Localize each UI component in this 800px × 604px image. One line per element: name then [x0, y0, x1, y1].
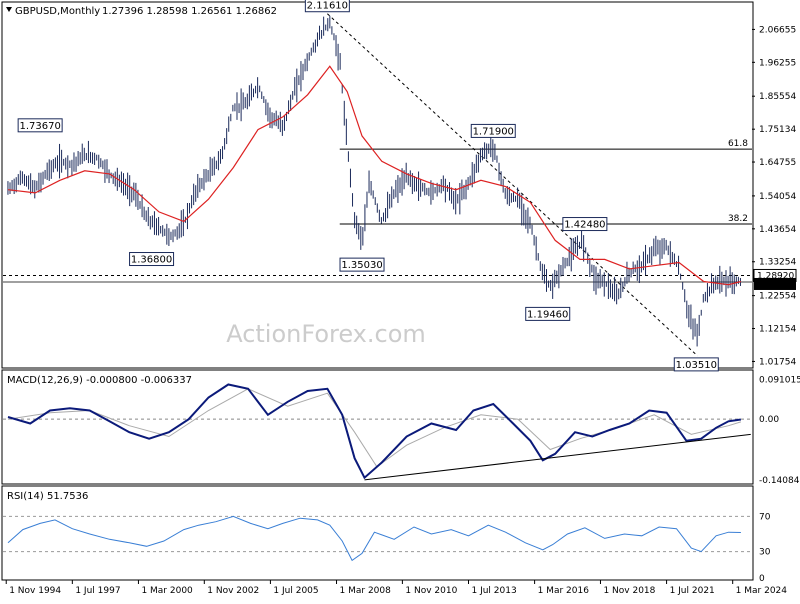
macd-trend-line	[364, 433, 751, 481]
price-tick-label-2: 1.85554	[759, 92, 796, 102]
macd-panel-frame	[1, 369, 754, 485]
annotation-box-7	[673, 357, 719, 372]
annotation-label-1: 1.73670	[19, 121, 60, 132]
x-tick-label-3: 1 Nov 2002	[207, 586, 259, 596]
price-series-group	[7, 15, 742, 347]
x-tick-label-9: 1 Nov 2018	[603, 586, 655, 596]
annotation-label-7: 1.03510	[676, 360, 717, 371]
x-tick-label-4: 1 Jul 2005	[273, 586, 318, 596]
x-tick-label-10: 1 Jul 2021	[670, 586, 715, 596]
price-panel-frame	[1, 1, 754, 369]
price-tick-label-8: 1.22554	[759, 292, 796, 302]
x-tick-label-0: 1 Nov 1994	[9, 586, 61, 596]
price-tick-label-0: 2.06655	[759, 25, 796, 35]
price-annotations: 2.11610 1.73670 1.36800 1.35030 1.71900 1.194…	[17, 0, 719, 372]
macd-label: MACD(12,26,9) -0.000800 -0.006337	[7, 375, 192, 386]
macd-tick-label-0: 0.091015	[759, 376, 800, 386]
annotation-box-6	[562, 217, 608, 232]
x-tick-label-6: 1 Nov 2010	[405, 586, 457, 596]
x-tick-label-11: 1 Mar 2024	[736, 586, 788, 596]
x-axis: 1 Nov 1994 1 Jul 1997 1 Mar 2000 1 Nov 2002…	[5, 580, 788, 596]
annotation-box-0	[304, 0, 350, 13]
price-tick-label-3: 1.75134	[759, 125, 796, 135]
price-tick-label-5: 1.54054	[759, 192, 796, 202]
annotation-box-1	[17, 118, 63, 133]
current-price-tag: 1.26862	[757, 280, 794, 290]
x-tick-label-8: 1 Mar 2016	[538, 586, 590, 596]
annotation-label-6: 1.42480	[564, 220, 605, 231]
falling-trend-line	[327, 13, 698, 357]
price-axis: 2.06655 1.96255 1.85554 1.75134 1.64755 1.540…	[752, 25, 797, 367]
price-tick-label-9: 1.12154	[759, 325, 796, 335]
rsi-tick-label-0: 70	[759, 512, 771, 522]
price-tick-label-6: 1.43654	[759, 225, 796, 235]
fib-label-0: 61.8	[728, 139, 748, 149]
x-tick-label-7: 1 Jul 2013	[471, 586, 516, 596]
annotation-box-5	[525, 306, 571, 321]
price-tick-label-7: 1.33254	[759, 258, 796, 268]
x-tick-label-2: 1 Mar 2000	[141, 586, 193, 596]
rsi-tick-label-1: 30	[759, 548, 771, 558]
macd-tick-label-2: -0.140843	[759, 476, 800, 486]
macd-signal-line	[7, 388, 742, 468]
annotation-label-5: 1.19460	[527, 309, 568, 320]
price-tick-label-4: 1.64755	[759, 158, 796, 168]
macd-tick-label-1: 0.00	[759, 415, 779, 425]
sma-line	[7, 65, 742, 286]
annotation-label-0: 2.11610	[307, 1, 348, 12]
annotation-label-3: 1.35030	[341, 260, 382, 271]
rsi-line	[7, 515, 741, 562]
price-tick-label-10: 1.01754	[759, 357, 796, 367]
macd-line	[7, 383, 742, 480]
annotation-box-4	[470, 123, 516, 138]
ohlc-label: 1.27396 1.28598 1.26561 1.26862	[102, 6, 277, 17]
fib-label-1: 38.2	[728, 214, 748, 224]
annotation-label-4: 1.71900	[473, 126, 514, 137]
annotation-box-2	[129, 252, 175, 267]
rsi-label: RSI(14) 51.7536	[7, 491, 88, 502]
annotation-box-3	[339, 257, 385, 272]
dropdown-triangle-icon[interactable]	[6, 7, 12, 12]
watermark: ActionForex.com	[226, 320, 426, 348]
rsi-tick-label-2: 0	[759, 574, 765, 584]
rsi-group: 70 30 0	[3, 512, 771, 584]
symbol-label: GBPUSD,Monthly	[15, 6, 100, 17]
x-tick-label-1: 1 Jul 1997	[75, 586, 120, 596]
price-tick-label-1: 1.96255	[759, 58, 796, 68]
current-price-tag-box	[754, 277, 796, 290]
rsi-panel-frame	[1, 485, 754, 581]
macd-group: 0.091015 0.00 -0.140843	[3, 376, 800, 486]
resistance-tag: 1.28920	[757, 271, 794, 281]
annotation-label-2: 1.36800	[131, 255, 172, 266]
x-tick-label-5: 1 Mar 2008	[340, 586, 392, 596]
